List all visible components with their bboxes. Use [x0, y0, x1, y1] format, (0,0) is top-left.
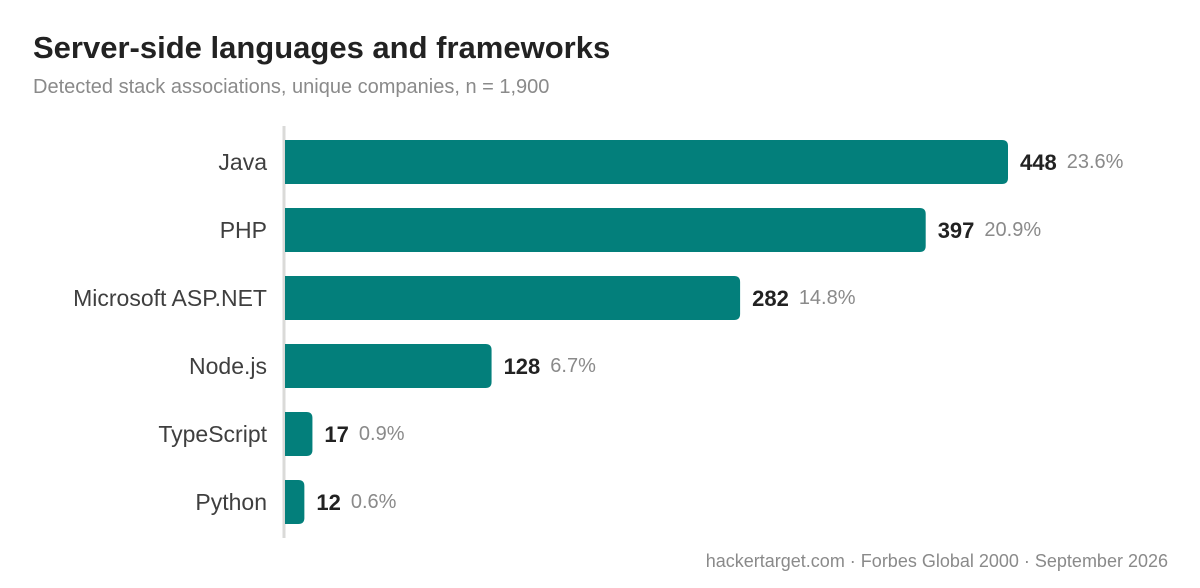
chart-subtitle: Detected stack associations, unique comp…: [33, 76, 550, 98]
data-label: 282 14.8%: [752, 286, 856, 311]
value-label: 397: [938, 218, 975, 243]
bar: [285, 140, 1008, 184]
percent-label: 23.6%: [1067, 151, 1124, 173]
percent-label: 14.8%: [799, 287, 856, 309]
data-label: 448 23.6%: [1020, 150, 1124, 175]
data-label: 128 6.7%: [504, 354, 597, 379]
category-label: TypeScript: [158, 421, 267, 447]
percent-label: 0.9%: [359, 423, 405, 445]
value-label: 282: [752, 286, 789, 311]
value-label: 17: [324, 422, 348, 447]
data-label: 17 0.9%: [324, 422, 404, 447]
value-label: 12: [316, 490, 340, 515]
value-label: 128: [504, 354, 541, 379]
percent-label: 6.7%: [550, 355, 596, 377]
chart-title: Server-side languages and frameworks: [33, 30, 611, 65]
category-label: Microsoft ASP.NET: [73, 285, 267, 311]
bar: [285, 412, 313, 456]
category-label: PHP: [220, 217, 267, 243]
category-label: Node.js: [189, 353, 267, 379]
category-label: Java: [218, 149, 267, 175]
category-label: Python: [195, 489, 267, 515]
bar: [285, 344, 492, 388]
data-label: 12 0.6%: [316, 490, 396, 515]
bar: [285, 480, 305, 524]
bar: [285, 276, 741, 320]
source-footer: hackertarget.com · Forbes Global 2000 · …: [705, 551, 1168, 571]
percent-label: 0.6%: [351, 491, 397, 513]
bar: [285, 208, 926, 252]
value-label: 448: [1020, 150, 1057, 175]
data-label: 397 20.9%: [938, 218, 1042, 243]
percent-label: 20.9%: [984, 219, 1041, 241]
